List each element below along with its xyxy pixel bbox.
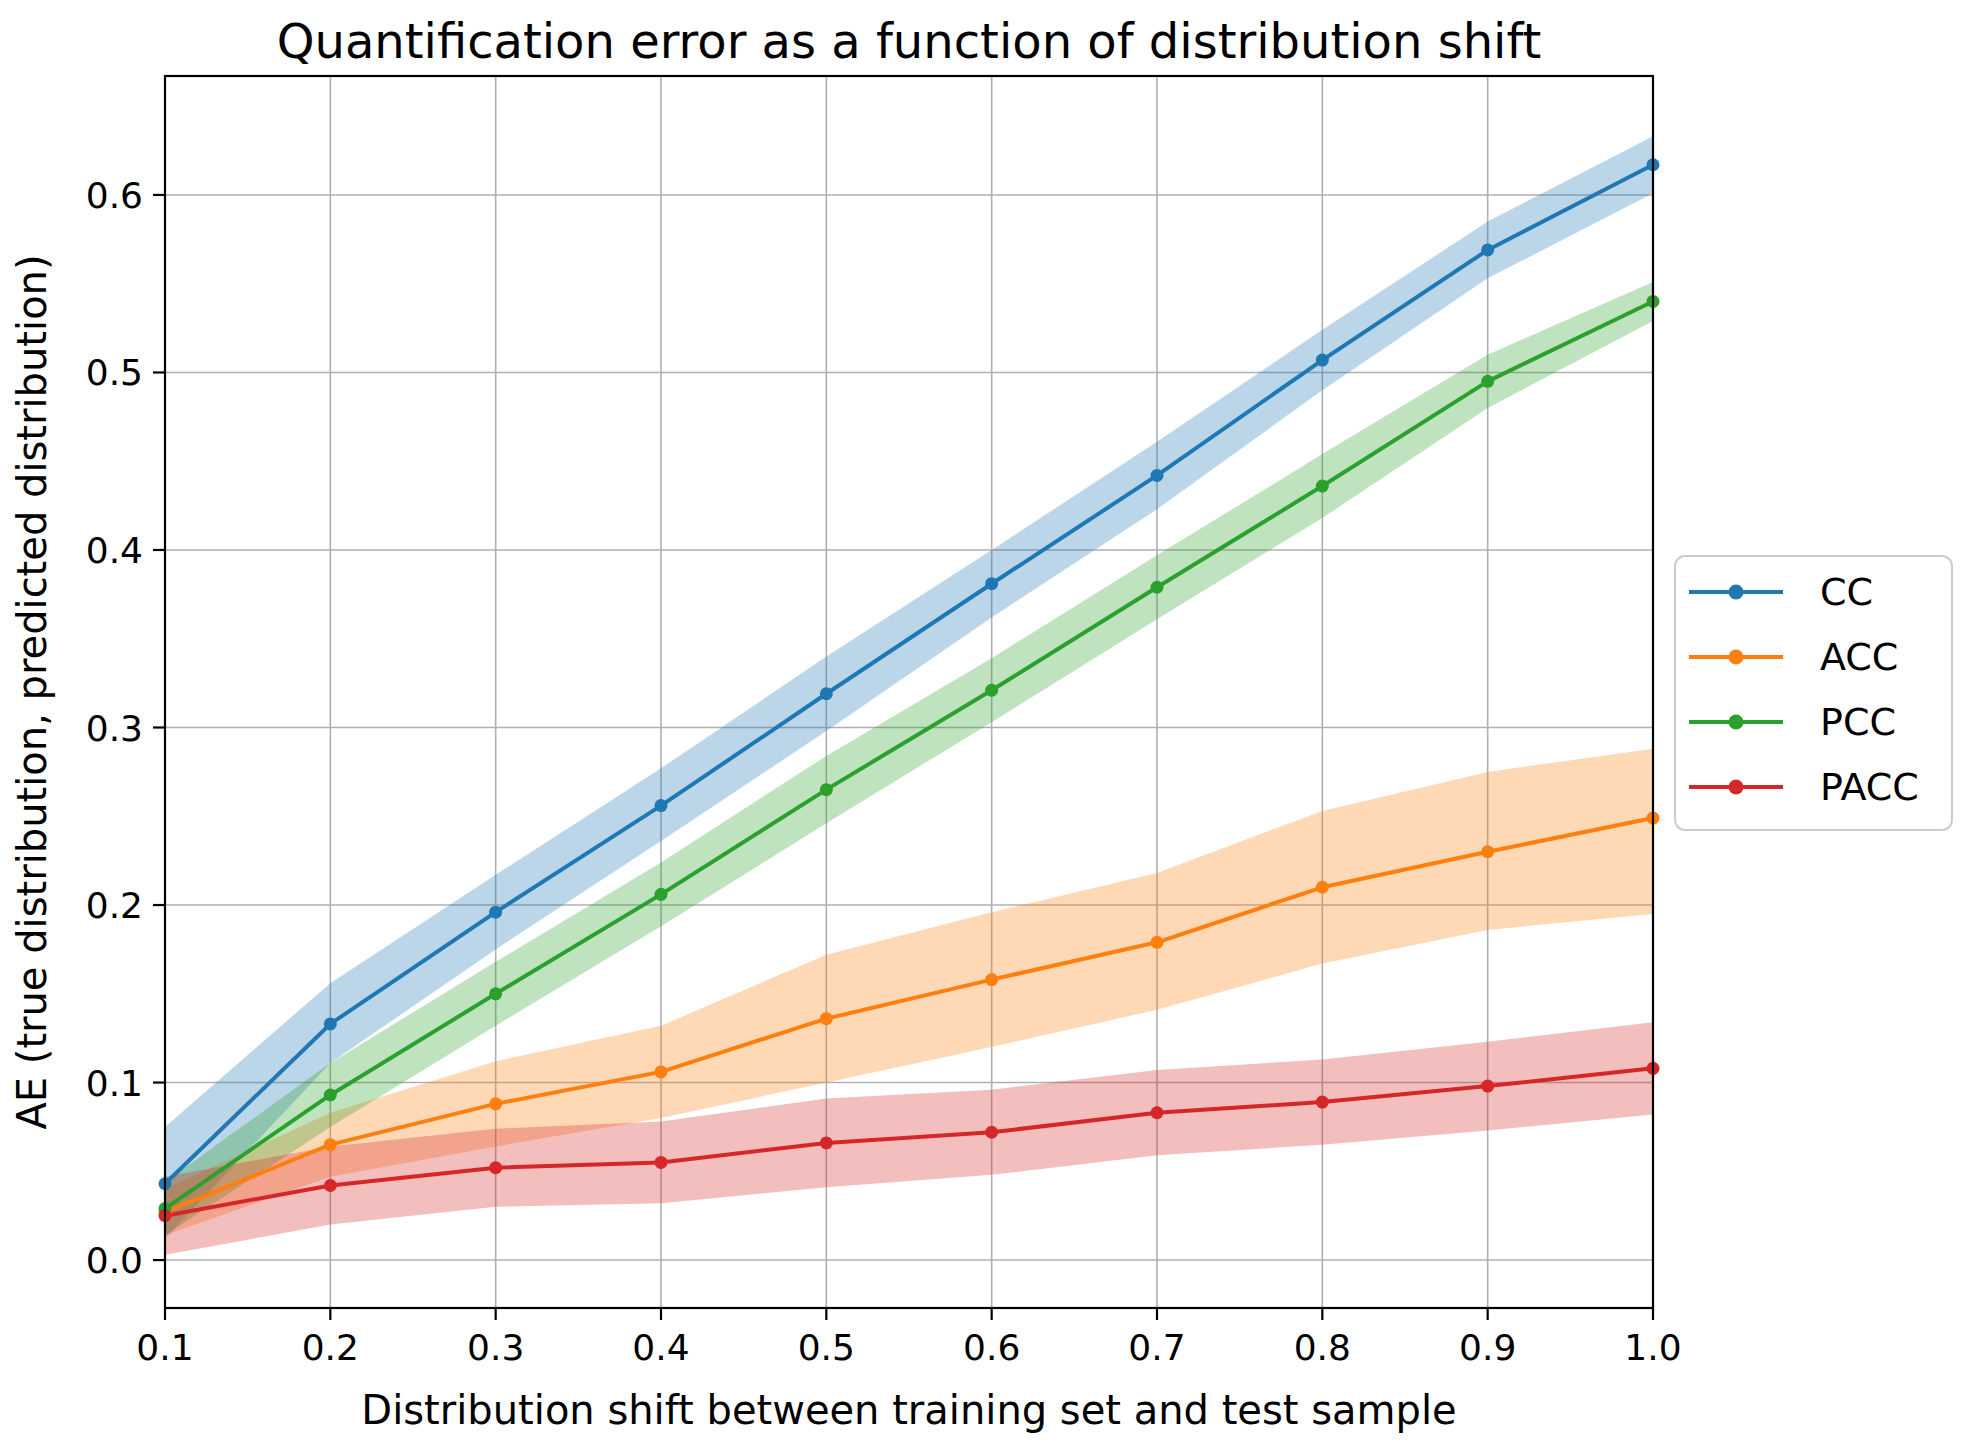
y-tick-label-0.0: 0.0 bbox=[86, 1240, 143, 1281]
legend-label-ACC: ACC bbox=[1820, 635, 1898, 679]
legend-label-PCC: PCC bbox=[1820, 700, 1896, 744]
data-point-PACC-0.6 bbox=[985, 1126, 998, 1139]
data-point-PACC-0.9 bbox=[1481, 1080, 1494, 1093]
y-tick-label-0.1: 0.1 bbox=[86, 1063, 143, 1104]
legend-label-PACC: PACC bbox=[1820, 765, 1919, 809]
x-tick-label-0.4: 0.4 bbox=[632, 1327, 689, 1368]
data-point-ACC-0.7 bbox=[1151, 936, 1164, 949]
data-point-ACC-0.5 bbox=[820, 1012, 833, 1025]
data-point-ACC-0.3 bbox=[489, 1097, 502, 1110]
chart-title: Quantification error as a function of di… bbox=[277, 13, 1542, 69]
y-axis-label: AE (true distribution, predicted distrib… bbox=[9, 254, 55, 1129]
data-point-PCC-0.6 bbox=[985, 684, 998, 697]
figure: 0.1 0.2 0.3 0.4 0.5 0.6 0.7 0.8 0.9 1.0 0.0 0.1 0.2… bbox=[0, 0, 1969, 1446]
y-tick-labels: 0.0 0.1 0.2 0.3 0.4 0.5 0.6 bbox=[86, 175, 143, 1281]
data-point-CC-0.2 bbox=[324, 1017, 337, 1030]
data-point-PCC-0.3 bbox=[489, 987, 502, 1000]
data-point-PACC-0.3 bbox=[489, 1161, 502, 1174]
data-point-ACC-0.9 bbox=[1481, 845, 1494, 858]
x-tick-label-0.7: 0.7 bbox=[1128, 1327, 1185, 1368]
data-point-CC-0.7 bbox=[1151, 469, 1164, 482]
data-point-ACC-0.2 bbox=[324, 1138, 337, 1151]
legend-marker-PCC bbox=[1729, 715, 1744, 730]
data-point-CC-0.8 bbox=[1316, 354, 1329, 367]
legend-marker-CC bbox=[1729, 585, 1744, 600]
data-point-CC-0.3 bbox=[489, 906, 502, 919]
y-tick-label-0.3: 0.3 bbox=[86, 708, 143, 749]
quantification-error-chart: 0.1 0.2 0.3 0.4 0.5 0.6 0.7 0.8 0.9 1.0 0.0 0.1 0.2… bbox=[0, 0, 1969, 1446]
data-point-PACC-0.4 bbox=[655, 1156, 668, 1169]
x-tick-label-1.0: 1.0 bbox=[1624, 1327, 1681, 1368]
x-axis-label: Distribution shift between training set … bbox=[361, 1387, 1456, 1433]
x-tick-label-0.8: 0.8 bbox=[1294, 1327, 1351, 1368]
data-point-PACC-0.7 bbox=[1151, 1106, 1164, 1119]
y-tick-label-0.5: 0.5 bbox=[86, 352, 143, 393]
data-point-CC-0.4 bbox=[655, 799, 668, 812]
data-point-CC-0.5 bbox=[820, 687, 833, 700]
data-point-ACC-0.4 bbox=[655, 1065, 668, 1078]
data-point-PACC-0.2 bbox=[324, 1179, 337, 1192]
x-tick-label-0.3: 0.3 bbox=[467, 1327, 524, 1368]
data-point-PCC-0.9 bbox=[1481, 375, 1494, 388]
y-tick-label-0.2: 0.2 bbox=[86, 885, 143, 926]
x-tick-label-0.1: 0.1 bbox=[136, 1327, 193, 1368]
data-point-PCC-0.7 bbox=[1151, 581, 1164, 594]
x-tick-label-0.5: 0.5 bbox=[798, 1327, 855, 1368]
x-tick-label-0.6: 0.6 bbox=[963, 1327, 1020, 1368]
data-point-CC-0.6 bbox=[985, 577, 998, 590]
data-point-ACC-0.8 bbox=[1316, 881, 1329, 894]
data-point-PCC-0.5 bbox=[820, 783, 833, 796]
data-point-CC-0.9 bbox=[1481, 243, 1494, 256]
data-point-PACC-0.8 bbox=[1316, 1096, 1329, 1109]
data-point-PACC-0.5 bbox=[820, 1136, 833, 1149]
data-point-PCC-0.4 bbox=[655, 888, 668, 901]
data-point-PCC-0.8 bbox=[1316, 480, 1329, 493]
legend-marker-PACC bbox=[1729, 780, 1744, 795]
x-tick-labels: 0.1 0.2 0.3 0.4 0.5 0.6 0.7 0.8 0.9 1.0 bbox=[136, 1327, 1681, 1368]
y-tick-label-0.6: 0.6 bbox=[86, 175, 143, 216]
legend-label-CC: CC bbox=[1820, 570, 1873, 614]
legend: CC ACC PCC PACC bbox=[1675, 556, 1952, 830]
x-tick-label-0.9: 0.9 bbox=[1459, 1327, 1516, 1368]
x-tick-label-0.2: 0.2 bbox=[302, 1327, 359, 1368]
y-tick-label-0.4: 0.4 bbox=[86, 530, 143, 571]
data-point-ACC-0.6 bbox=[985, 973, 998, 986]
legend-marker-ACC bbox=[1729, 650, 1744, 665]
data-point-PCC-0.2 bbox=[324, 1088, 337, 1101]
